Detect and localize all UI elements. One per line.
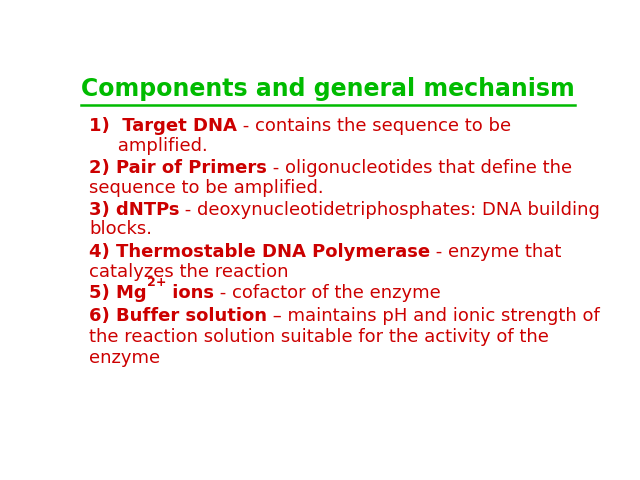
Text: - cofactor of the enzyme: - cofactor of the enzyme (214, 285, 441, 302)
Text: catalyzes the reaction: catalyzes the reaction (89, 263, 289, 281)
Text: – maintains pH and ionic strength of: – maintains pH and ionic strength of (267, 307, 600, 324)
Text: 2+: 2+ (147, 276, 166, 289)
Text: 3) dNTPs: 3) dNTPs (89, 201, 179, 219)
Text: 1)  Target DNA: 1) Target DNA (89, 117, 237, 135)
Text: - deoxynucleotidetriphosphates: DNA building: - deoxynucleotidetriphosphates: DNA buil… (179, 201, 600, 219)
Text: - oligonucleotides that define the: - oligonucleotides that define the (267, 159, 572, 178)
Text: - enzyme that: - enzyme that (430, 243, 561, 261)
Text: Components and general mechanism: Components and general mechanism (81, 77, 575, 101)
Text: 6) Buffer solution: 6) Buffer solution (89, 307, 267, 324)
Text: the reaction solution suitable for the activity of the: the reaction solution suitable for the a… (89, 328, 549, 346)
Text: blocks.: blocks. (89, 220, 152, 239)
Text: 4) Thermostable DNA Polymerase: 4) Thermostable DNA Polymerase (89, 243, 430, 261)
Text: 2) Pair of Primers: 2) Pair of Primers (89, 159, 267, 178)
Text: 5) Mg: 5) Mg (89, 285, 147, 302)
Text: enzyme: enzyme (89, 348, 160, 367)
Text: amplified.: amplified. (89, 137, 207, 156)
Text: ions: ions (166, 285, 214, 302)
Text: - contains the sequence to be: - contains the sequence to be (237, 117, 511, 135)
Text: sequence to be amplified.: sequence to be amplified. (89, 179, 324, 197)
